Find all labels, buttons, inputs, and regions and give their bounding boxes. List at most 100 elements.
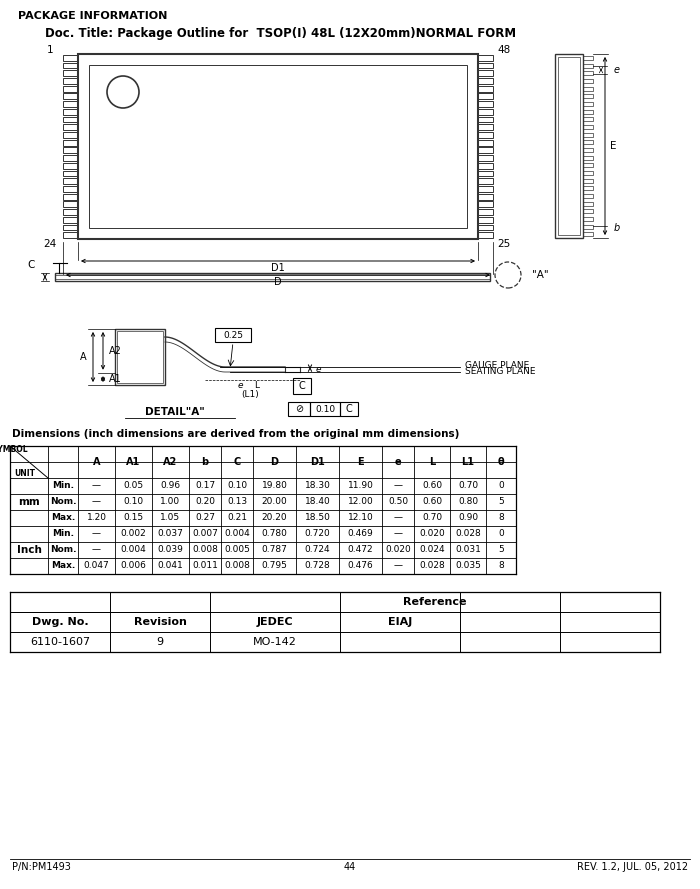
Text: 0.70: 0.70 <box>458 482 478 491</box>
Text: ⊘: ⊘ <box>295 404 303 414</box>
Text: —: — <box>92 498 101 507</box>
Text: 0.15: 0.15 <box>123 514 144 523</box>
Bar <box>478 101 493 107</box>
Text: 1.05: 1.05 <box>160 514 181 523</box>
Text: JEDEC: JEDEC <box>257 617 293 627</box>
Text: C: C <box>299 381 305 391</box>
Bar <box>63 70 78 76</box>
Text: 18.50: 18.50 <box>304 514 330 523</box>
Text: GAUGE PLANE: GAUGE PLANE <box>465 362 529 371</box>
Bar <box>583 79 593 83</box>
Bar <box>583 171 593 175</box>
Text: 0.728: 0.728 <box>304 562 330 571</box>
Text: Dwg. No.: Dwg. No. <box>32 617 88 627</box>
Bar <box>583 109 593 114</box>
Text: Inch: Inch <box>17 545 41 555</box>
Text: 0.007: 0.007 <box>192 530 218 539</box>
Bar <box>78 54 478 239</box>
Text: 0.10: 0.10 <box>315 404 335 413</box>
Text: 12.10: 12.10 <box>348 514 373 523</box>
Bar <box>310 402 340 416</box>
Text: PACKAGE INFORMATION: PACKAGE INFORMATION <box>18 11 167 21</box>
Bar <box>478 209 493 215</box>
Text: 0.80: 0.80 <box>458 498 478 507</box>
Text: e: e <box>614 65 620 75</box>
Text: A: A <box>80 352 86 362</box>
Text: 18.40: 18.40 <box>304 498 330 507</box>
Bar <box>583 232 593 236</box>
Text: A: A <box>92 457 100 467</box>
Text: 0.27: 0.27 <box>195 514 215 523</box>
Bar <box>293 378 311 394</box>
Text: 0.002: 0.002 <box>120 530 146 539</box>
Text: 0.96: 0.96 <box>160 482 181 491</box>
Text: Dimensions (inch dimensions are derived from the original mm dimensions): Dimensions (inch dimensions are derived … <box>12 429 459 439</box>
Text: P/N:PM1493: P/N:PM1493 <box>12 862 71 872</box>
Text: L: L <box>255 380 260 389</box>
Text: 0.039: 0.039 <box>158 546 183 555</box>
Text: 9: 9 <box>156 637 164 647</box>
Text: 1.00: 1.00 <box>160 498 181 507</box>
Text: 44: 44 <box>344 862 356 872</box>
Bar <box>63 163 78 169</box>
Text: 0.10: 0.10 <box>227 482 247 491</box>
Text: 0.028: 0.028 <box>455 530 481 539</box>
Text: 6110-1607: 6110-1607 <box>30 637 90 647</box>
Text: 0.724: 0.724 <box>304 546 330 555</box>
Text: UNIT: UNIT <box>14 469 35 477</box>
Text: 0.035: 0.035 <box>455 562 481 571</box>
Bar <box>63 85 78 92</box>
Text: 0.472: 0.472 <box>348 546 373 555</box>
Bar <box>478 156 493 161</box>
Text: 0.024: 0.024 <box>419 546 445 555</box>
Text: 0.21: 0.21 <box>227 514 247 523</box>
Text: 1: 1 <box>47 45 53 55</box>
Text: Revision: Revision <box>134 617 186 627</box>
Text: 0.005: 0.005 <box>224 546 250 555</box>
Bar <box>583 124 593 129</box>
Text: EIAJ: EIAJ <box>388 617 412 627</box>
Text: C: C <box>346 404 352 414</box>
Bar <box>63 132 78 138</box>
Bar <box>478 62 493 68</box>
Bar <box>478 109 493 115</box>
Text: 0.020: 0.020 <box>385 546 411 555</box>
Text: 24: 24 <box>43 239 57 249</box>
Text: 0.020: 0.020 <box>419 530 445 539</box>
Bar <box>478 148 493 153</box>
Bar <box>478 124 493 130</box>
Text: A2: A2 <box>109 346 122 356</box>
Bar <box>583 148 593 152</box>
Bar <box>63 78 78 84</box>
Text: DETAIL"A": DETAIL"A" <box>145 407 205 417</box>
Text: L1: L1 <box>461 457 475 467</box>
Text: D: D <box>274 277 282 287</box>
Text: Doc. Title: Package Outline for  TSOP(I) 48L (12X20mm)NORMAL FORM: Doc. Title: Package Outline for TSOP(I) … <box>45 27 516 39</box>
Bar <box>478 179 493 184</box>
Text: 0.780: 0.780 <box>262 530 288 539</box>
Bar <box>63 101 78 107</box>
Text: 0.25: 0.25 <box>223 331 243 340</box>
Bar <box>583 117 593 121</box>
Text: C: C <box>27 260 35 270</box>
Text: 1.20: 1.20 <box>87 514 106 523</box>
Text: 0.006: 0.006 <box>120 562 146 571</box>
Text: 12.00: 12.00 <box>348 498 373 507</box>
Bar <box>215 328 251 342</box>
Bar <box>583 164 593 167</box>
Text: A1: A1 <box>109 374 122 384</box>
Bar <box>583 102 593 106</box>
Text: 48: 48 <box>498 45 510 55</box>
Bar <box>478 93 493 100</box>
Text: Max.: Max. <box>51 514 75 523</box>
Text: 0.476: 0.476 <box>348 562 373 571</box>
Text: 0.787: 0.787 <box>262 546 288 555</box>
Text: 0.004: 0.004 <box>224 530 250 539</box>
Bar <box>583 217 593 220</box>
Bar <box>583 202 593 205</box>
Text: 0.10: 0.10 <box>123 498 144 507</box>
Bar <box>115 329 165 385</box>
Text: A2: A2 <box>163 457 178 467</box>
Bar <box>583 132 593 137</box>
Text: 0.50: 0.50 <box>388 498 408 507</box>
